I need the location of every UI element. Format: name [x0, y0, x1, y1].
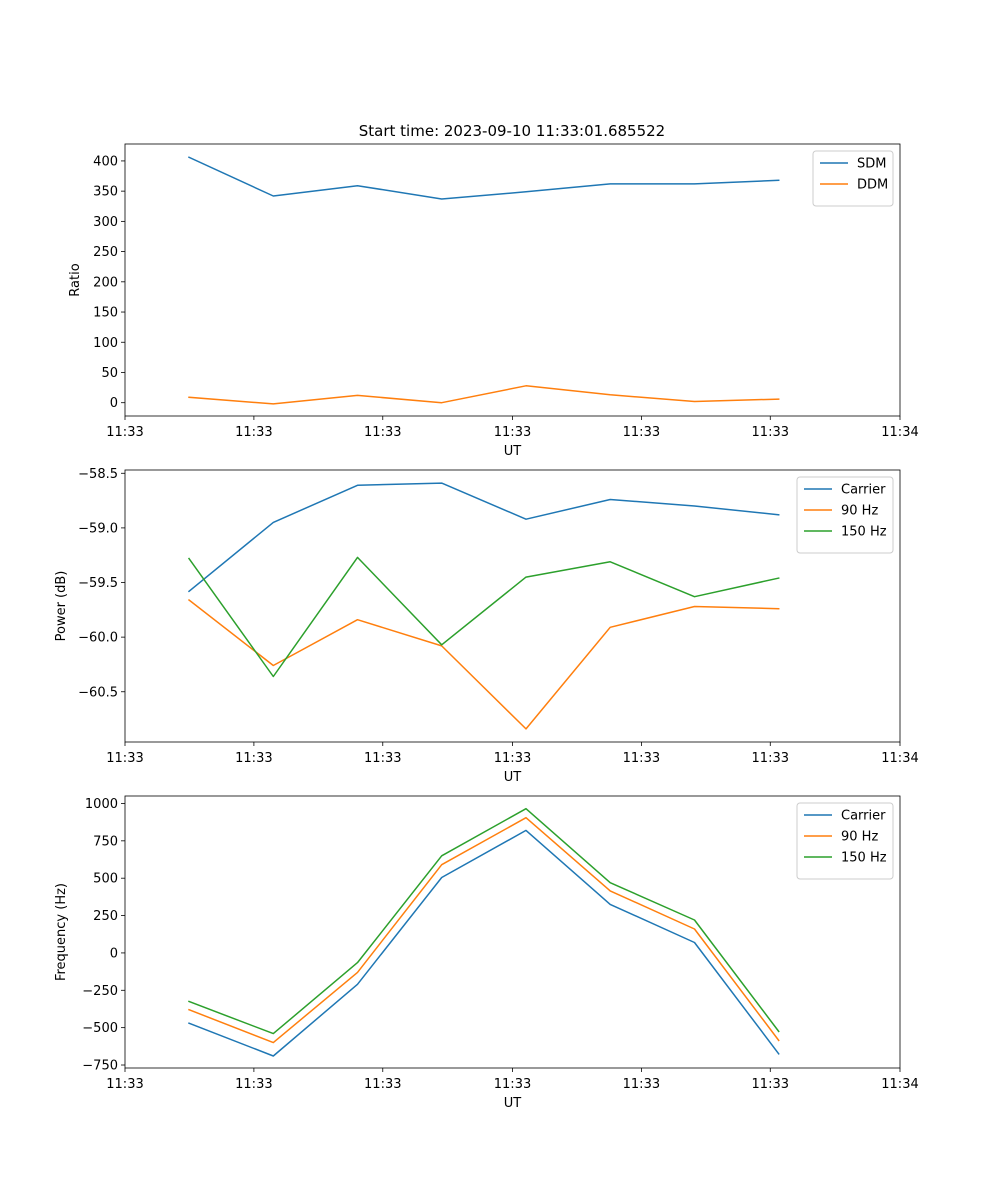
y-tick-label: 1000 [85, 797, 118, 812]
legend-label: 90 Hz [841, 504, 878, 519]
x-axis-label: UT [504, 444, 522, 459]
series-line-150-hz [187, 556, 780, 678]
y-axis-label: Frequency (Hz) [54, 883, 69, 981]
x-tick-label: 11:33 [235, 425, 272, 440]
x-tick-label: 11:33 [494, 751, 531, 766]
legend-label: Carrier [841, 483, 886, 498]
legend: Carrier 90 Hz 150 Hz [796, 802, 894, 880]
y-tick-label: −750 [82, 1059, 118, 1074]
legend-label: DDM [857, 178, 888, 193]
series-line-sdm [188, 156, 780, 200]
y-tick-label: 100 [93, 336, 118, 351]
series-line-ddm [188, 385, 780, 405]
legend-box [796, 802, 894, 880]
y-tick-label: 500 [93, 872, 118, 887]
series-line-90-hz [188, 816, 780, 1044]
x-tick-label: 11:34 [881, 425, 918, 440]
y-tick-label: 300 [93, 215, 118, 230]
x-tick-label: 11:34 [881, 751, 918, 766]
series-line-carrier [188, 829, 780, 1057]
legend: SDM DDM [812, 150, 894, 207]
y-tick-label: 150 [93, 306, 118, 321]
y-tick-label: 250 [93, 245, 118, 260]
subplot-2: 11:33 11:33 11:33 11:33 11:33 11:33 11:34 −58.5… [54, 467, 919, 785]
subplot-3: 11:33 11:33 11:33 11:33 11:33 11:33 11:34 1000 7… [54, 795, 919, 1111]
legend-label: 150 Hz [841, 851, 887, 866]
x-tick-label: 11:33 [752, 751, 789, 766]
legend-label: 90 Hz [841, 830, 878, 845]
subplots: 11:33 11:33 11:33 11:33 11:33 11:33 11:34 0 50 10… [54, 143, 919, 1111]
x-tick-label: 11:33 [106, 425, 143, 440]
y-tick-label: 250 [93, 909, 118, 924]
y-axis-label: Power (dB) [54, 571, 69, 642]
y-axis-label: Ratio [68, 263, 83, 296]
x-tick-label: 11:33 [364, 1077, 401, 1092]
x-axis-label: UT [504, 1096, 522, 1111]
y-tick-label: 50 [101, 366, 118, 381]
x-tick-label: 11:33 [752, 1077, 789, 1092]
x-tick-label: 11:33 [494, 1077, 531, 1092]
series-line-carrier [187, 482, 780, 593]
legend-box [812, 150, 894, 207]
legend-label: Carrier [841, 809, 886, 824]
y-tick-label: −60.0 [78, 631, 118, 646]
x-tick-label: 11:34 [881, 1077, 918, 1092]
legend: Carrier 90 Hz 150 Hz [796, 476, 894, 554]
series-line-150-hz [188, 807, 780, 1035]
legend-label: SDM [857, 157, 886, 172]
y-tick-label: −250 [82, 984, 118, 999]
x-tick-label: 11:33 [106, 751, 143, 766]
y-tick-label: 350 [93, 185, 118, 200]
legend-box [796, 476, 894, 554]
y-tick-label: −500 [82, 1021, 118, 1036]
y-tick-label: −59.0 [78, 521, 118, 536]
x-tick-label: 11:33 [623, 1077, 660, 1092]
y-tick-label: 200 [93, 275, 118, 290]
x-axis-label: UT [504, 770, 522, 785]
x-tick-label: 11:33 [364, 751, 401, 766]
figure-title: Start time: 2023-09-10 11:33:01.685522 [359, 122, 665, 140]
subplot-1: 11:33 11:33 11:33 11:33 11:33 11:33 11:34 0 50 10… [68, 143, 919, 459]
y-tick-label: 0 [110, 396, 118, 411]
y-tick-label: −59.5 [78, 576, 118, 591]
x-tick-label: 11:33 [623, 425, 660, 440]
x-tick-label: 11:33 [623, 751, 660, 766]
y-tick-label: 400 [93, 154, 118, 169]
y-tick-label: 0 [110, 946, 118, 961]
legend-label: 150 Hz [841, 525, 887, 540]
x-tick-label: 11:33 [494, 425, 531, 440]
x-tick-label: 11:33 [364, 425, 401, 440]
x-tick-label: 11:33 [106, 1077, 143, 1092]
x-tick-label: 11:33 [235, 1077, 272, 1092]
y-tick-label: 750 [93, 834, 118, 849]
x-tick-label: 11:33 [235, 751, 272, 766]
y-tick-label: −60.5 [78, 685, 118, 700]
y-tick-label: −58.5 [78, 467, 118, 482]
x-tick-label: 11:33 [752, 425, 789, 440]
